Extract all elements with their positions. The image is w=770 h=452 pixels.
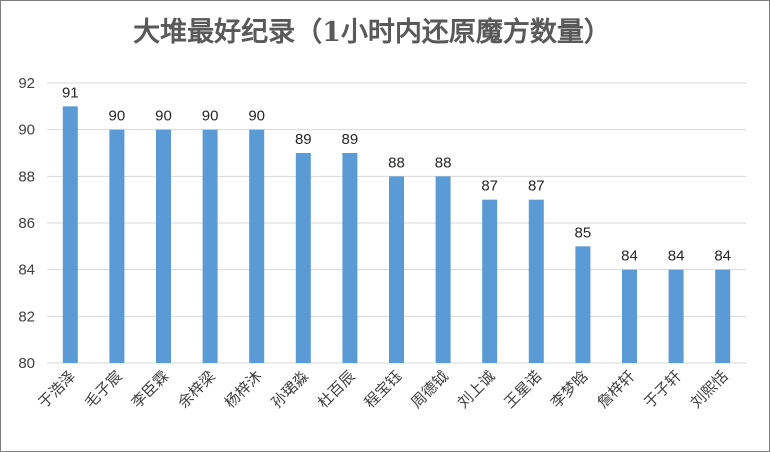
x-category-label: 于浩泽	[35, 367, 80, 412]
y-tick-label: 90	[18, 122, 35, 139]
bar-周德钺	[435, 176, 451, 363]
bar-王星诺	[528, 199, 544, 363]
x-category-label: 杜百辰	[314, 367, 359, 412]
x-category-label: 刘上诚	[454, 367, 499, 412]
data-label: 87	[481, 178, 498, 195]
x-category-label: 余梓梁	[174, 367, 219, 412]
data-labels: 91 90 90 90 90 89 89 88 88 87 87 85 84 84 84	[62, 84, 731, 264]
data-label: 88	[435, 154, 452, 171]
data-label: 84	[714, 248, 731, 265]
x-category-label: 于子轩	[640, 367, 685, 412]
bars	[62, 106, 731, 363]
x-category-label: 刘熙恬	[687, 367, 732, 412]
data-label: 90	[248, 108, 265, 125]
data-label: 90	[155, 108, 172, 125]
bar-毛子宸	[109, 129, 125, 363]
bar-杨梓沐	[249, 129, 265, 363]
x-category-label: 詹梓轩	[594, 367, 639, 412]
bar-余梓梁	[202, 129, 218, 363]
y-tick-label: 82	[18, 308, 35, 325]
y-tick-label: 86	[18, 215, 35, 232]
bar-于子轩	[668, 269, 684, 363]
y-axis-ticks: 80 82 84 86 88 90 92	[18, 75, 35, 372]
data-label: 90	[109, 108, 126, 125]
bar-程宝钰	[389, 176, 404, 363]
data-label: 89	[295, 131, 312, 148]
bar-李梦晗	[575, 246, 591, 363]
x-category-label: 王星诺	[501, 367, 546, 412]
x-category-label: 李臣霖	[128, 367, 173, 412]
bar-孙珺淼	[295, 153, 311, 363]
chart-title: 大堆最好纪录（1小时内还原魔方数量）	[133, 16, 611, 48]
bar-杜百辰	[342, 153, 358, 363]
x-axis-categories: 于浩泽 毛子宸 李臣霖 余梓梁 杨梓沐 孙珺淼 杜百辰 程宝钰 周德钺 刘上诚 王星诺 李梦晗 詹梓轩于…	[35, 367, 732, 412]
x-category-label: 毛子宸	[81, 367, 126, 412]
y-tick-label: 92	[18, 75, 35, 92]
data-label: 87	[528, 178, 545, 195]
y-tick-label: 84	[18, 262, 35, 279]
bar-刘上诚	[482, 199, 498, 363]
x-category-label: 程宝钰	[361, 367, 406, 412]
data-label: 88	[388, 154, 405, 171]
data-label: 89	[342, 131, 359, 148]
bar-李臣霖	[156, 129, 171, 363]
bar-于浩泽	[62, 106, 78, 363]
data-label: 84	[668, 248, 685, 265]
bar-刘熙恬	[715, 269, 731, 363]
data-label: 91	[62, 84, 79, 101]
y-tick-label: 88	[18, 168, 35, 185]
data-label: 84	[621, 248, 638, 265]
x-category-label: 李梦晗	[547, 367, 592, 412]
bar-詹梓轩	[622, 269, 637, 363]
x-category-label: 杨梓沐	[221, 367, 266, 412]
x-category-label: 孙珺淼	[268, 367, 313, 412]
x-category-label: 周德钺	[407, 367, 452, 412]
y-tick-label: 80	[18, 355, 35, 372]
data-label: 85	[575, 224, 592, 241]
data-label: 90	[202, 108, 219, 125]
